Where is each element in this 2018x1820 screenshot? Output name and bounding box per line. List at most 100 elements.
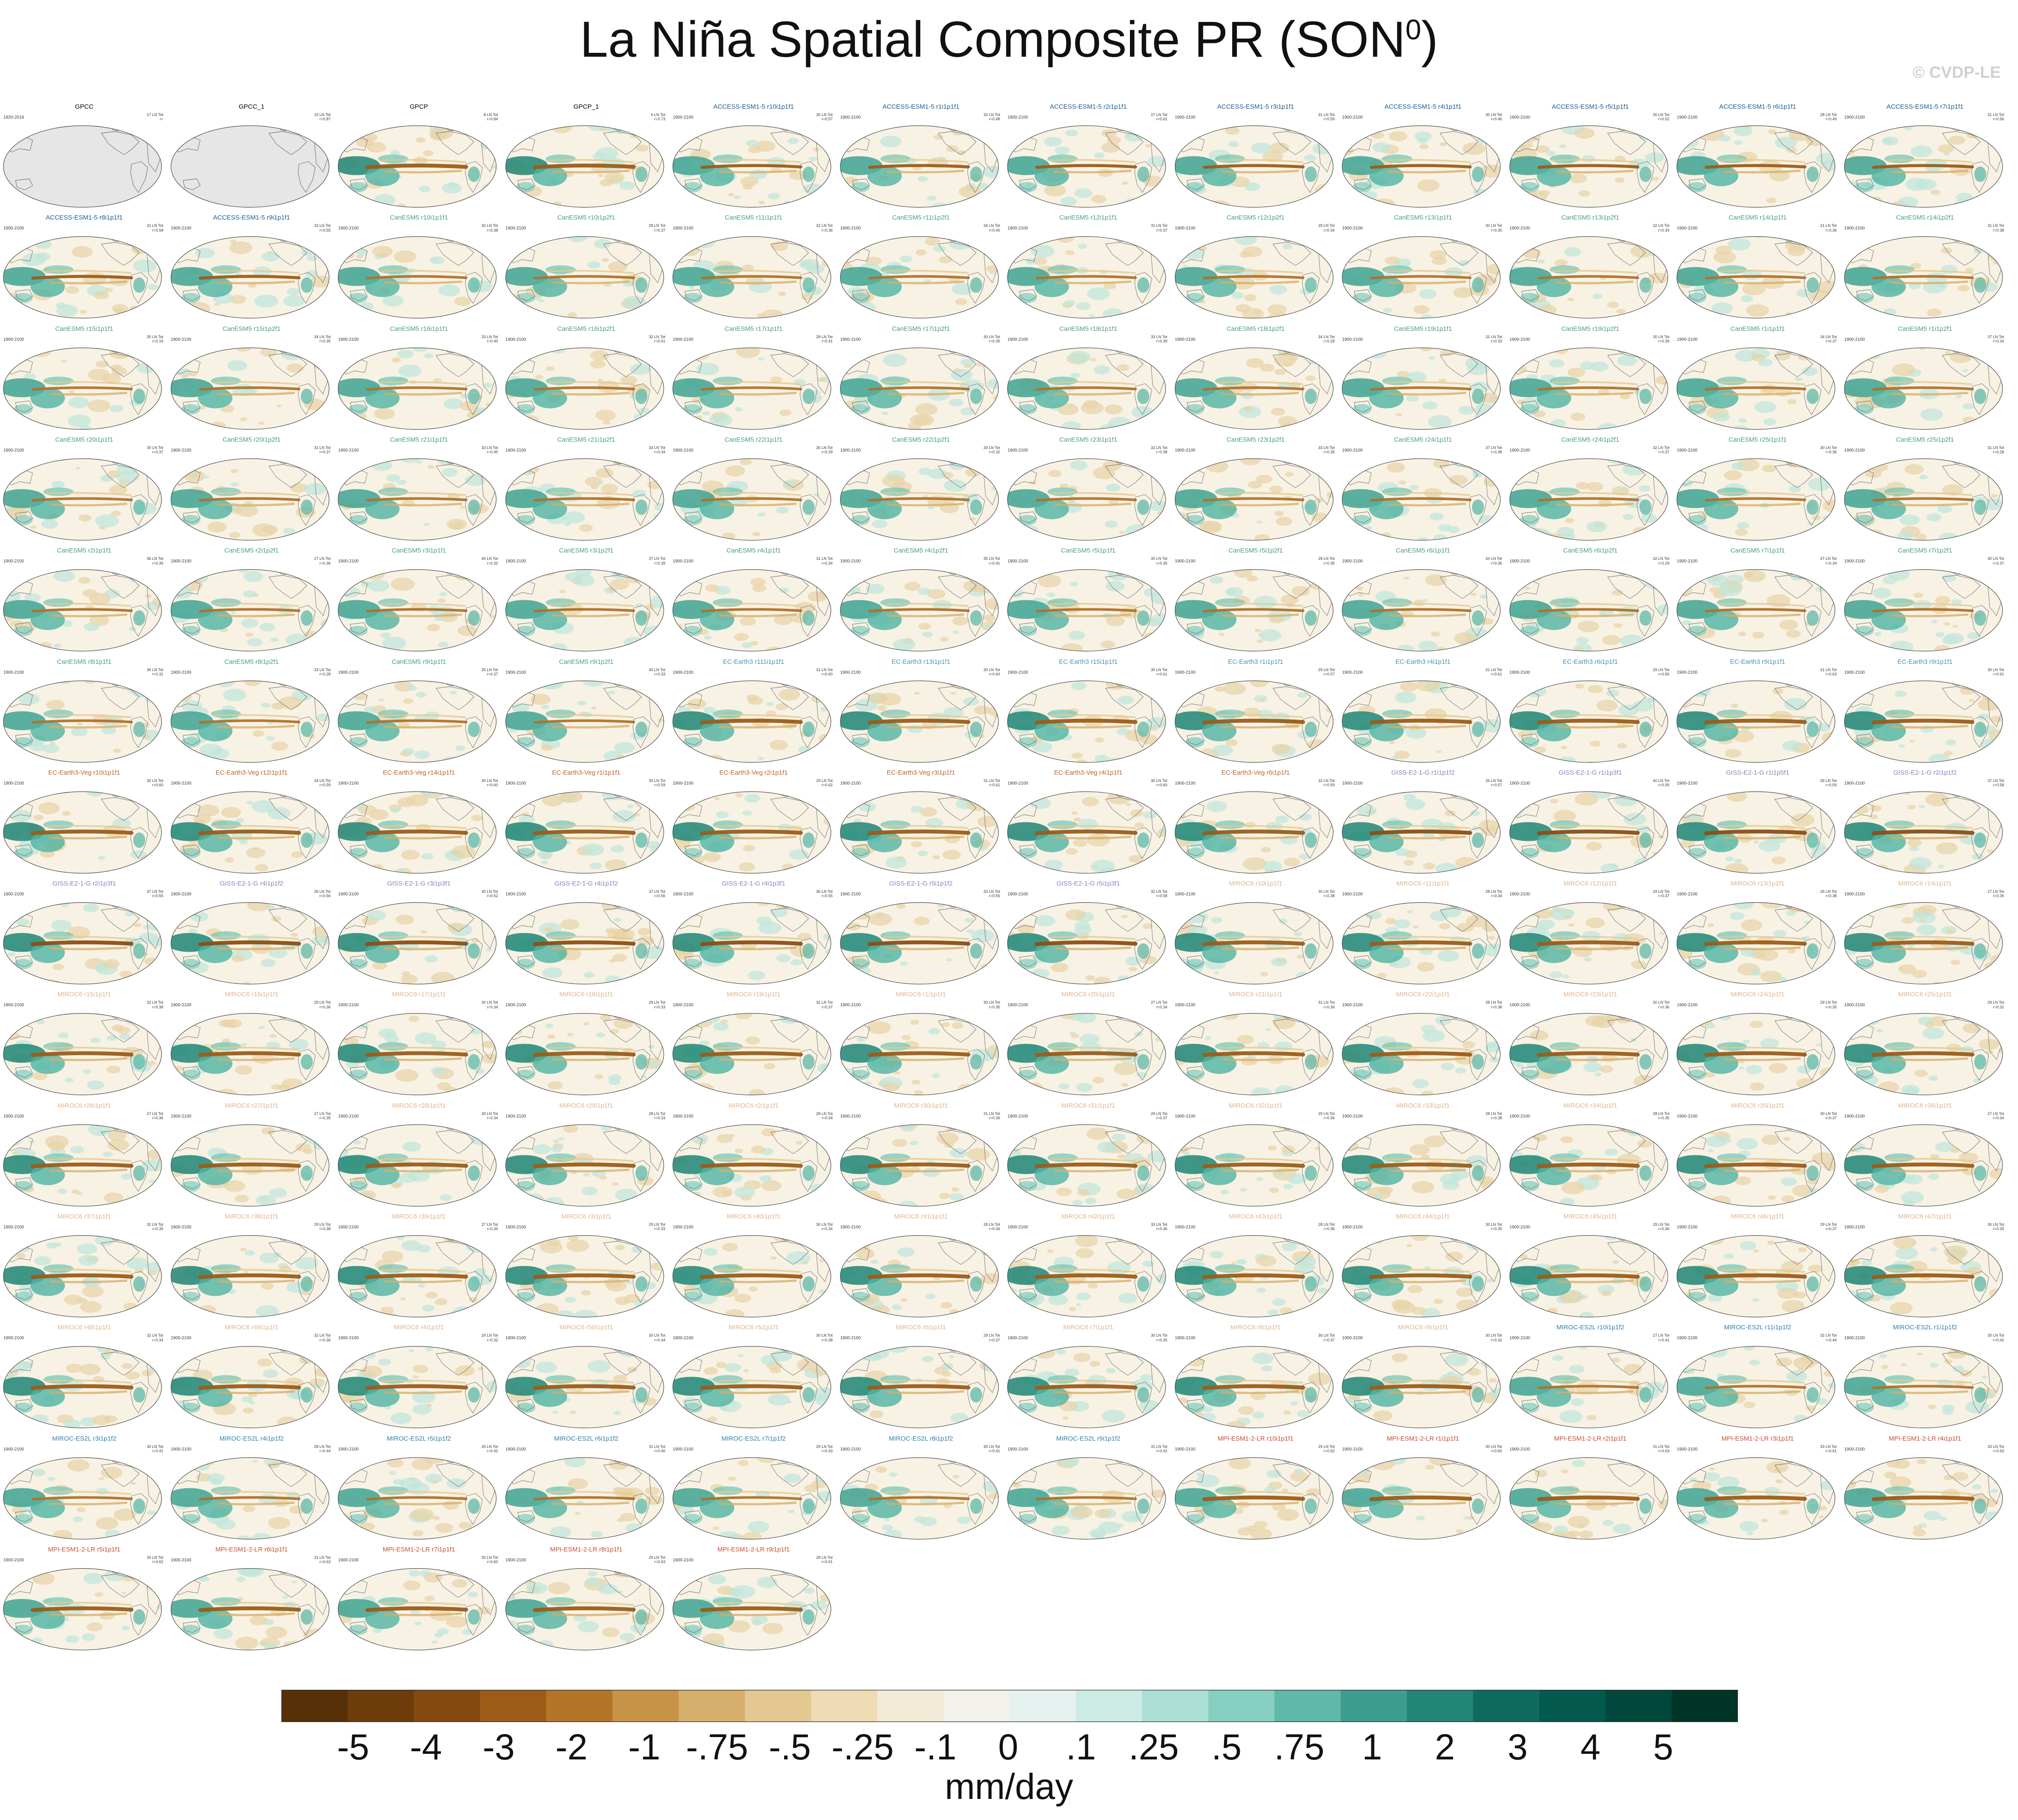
map-panel-stat-line: r=0.42 (487, 1448, 498, 1453)
map-panel: CanESM5 r16i1p1f1 1900-2100 33 LN Tot r=0.4… (337, 325, 501, 431)
map-panel-years: 1900-2100 (1844, 115, 1865, 120)
map-panel: MIROC6 r45i1p1f1 1900-2100 29 LN Tot r=0.36 (1509, 1213, 1672, 1318)
map-panel-years: 1900-2100 (1007, 226, 1028, 231)
map-panel: CanESM5 r7i1p2f1 1900-2100 30 LN Tot r=0.37 (1844, 547, 2007, 652)
map-panel-stat-line: r=0.33 (654, 1227, 666, 1231)
map-panel: CanESM5 r13i1p1f1 1900-2100 30 LN Tot r=0.3… (1341, 214, 1505, 319)
map-panel-stat-line: r=0.48 (989, 117, 1000, 122)
map-anomaly-field (505, 236, 664, 319)
map-panel-stat-line: r=0.55 (319, 228, 331, 232)
map-panel-stat-line: 32 LN Tot (147, 1000, 163, 1005)
map-panel: MIROC6 r47i1p1f1 1900-2100 30 LN Tot r=0.35 (1844, 1213, 2007, 1318)
map-panel: MIROC6 r9i1p1f1 1900-2100 30 LN Tot r=0.32 (1341, 1324, 1505, 1429)
map-panel-stat-line: 29 LN Tot (983, 1333, 1000, 1338)
map-panel-stat-line: 28 LN Tot (816, 1111, 833, 1116)
map-panel-stats: 28 LN Tot r=0.49 (1820, 113, 1837, 122)
map-panel-stat-line: r=0.61 (1491, 672, 1502, 676)
map-panel-stat-line: 37 LN Tot (1820, 556, 1837, 561)
map-panel-years: 1900-2100 (3, 559, 24, 564)
map-panel: CanESM5 r16i1p2f1 1900-2100 32 LN Tot r=0.4… (505, 325, 668, 431)
map-panel-stat-line: 30 LN Tot (816, 1222, 833, 1227)
map-anomaly-field (1174, 680, 1334, 763)
map-anomaly-field (672, 347, 831, 430)
map-panel-title: CanESM5 r3i1p1f1 (391, 547, 446, 555)
map-panel-years: 1900-2100 (673, 1557, 693, 1563)
map-panel-stat-line: r=0.35 (1993, 1227, 2004, 1231)
map-panel-stat-line: r=0.34 (654, 1338, 666, 1342)
map-panel-stats: 28 LN Tot r=0.41 (816, 335, 833, 344)
map-panel: EC-Earth3 r9i1p1f1 1900-2100 31 LN Tot r=0.… (1676, 658, 1839, 763)
map-panel-stat-line: r=0.38 (1993, 228, 2004, 232)
map-panel-title: EC-Earth3-Veg r1i1p1f1 (552, 769, 621, 776)
map-panel: CanESM5 r5i1p1f1 1900-2100 30 LN Tot r=0.35 (1007, 547, 1170, 652)
map-panel-title: CanESM5 r1i1p2f1 (1898, 325, 1952, 333)
map-panel: CanESM5 r18i1p2f1 1900-2100 34 LN Tot r=0.2… (1174, 325, 1337, 431)
map-panel: MIROC6 r34i1p1f1 1900-2100 28 LN Tot r=0.35 (1509, 1102, 1672, 1207)
map-anomaly-field (840, 347, 999, 430)
map-anomaly-field (1676, 347, 1835, 430)
map-panel-stats: 37 LN Tot r=0.34 (1987, 335, 2004, 344)
map-panel-years: 1900-2100 (3, 1336, 24, 1341)
map-anomaly-field (170, 458, 330, 541)
map-anomaly-field (1007, 1457, 1166, 1539)
map-panel-title: MIROC6 r10i1p1f1 (1228, 880, 1283, 888)
map-panel-years: 1900-2100 (1844, 559, 1865, 564)
map-panel-title: GPCP (409, 103, 428, 110)
map-panel-stats: 29 LN Tot r=0.37 (1820, 1222, 1837, 1231)
map-panel-stat-line: r=0.37 (654, 228, 666, 232)
map-panel-years: 1900-2100 (1175, 892, 1196, 897)
map-panel-title: CanESM5 r12i1p2f1 (1226, 214, 1285, 222)
map-panel-stats: 31 LN Tot r=0.60 (816, 668, 833, 677)
map-anomaly-field (1676, 902, 1835, 985)
map-panel-stat-line: 32 LN Tot (649, 334, 666, 339)
map-anomaly-field (1509, 1235, 1668, 1318)
map-panel-stats: 32 LN Tot r=0.29 (1653, 556, 1669, 565)
map-panel-stat-line: r=0.59 (654, 783, 666, 788)
map-panel-years: 1900-2100 (673, 115, 693, 120)
map-panel-title: MIROC6 r39i1p1f1 (392, 1213, 446, 1220)
map-panel-stat-line: 29 LN Tot (649, 1222, 666, 1227)
map-anomaly-field (1007, 791, 1166, 873)
map-panel-years: 1900-2100 (1342, 892, 1363, 897)
map-panel-stat-line: r=0.34 (1491, 894, 1502, 898)
map-panel-title: CanESM5 r25i1p2f1 (1896, 436, 1954, 443)
map-panel-stats: 31 LN Tot r=0.36 (983, 1112, 1000, 1121)
map-panel-stat-line: 40 LN Tot (481, 556, 498, 561)
colorbar-units: mm/day (945, 1766, 1073, 1807)
map-panel: CanESM5 r3i1p1f1 1900-2100 40 LN Tot r=0.32 (337, 547, 501, 652)
map-panel-years: 1900-2100 (840, 670, 861, 675)
map-panel-stat-line: r=0.36 (319, 561, 331, 565)
map-panel: MIROC-ES2L r11i1p1f2 1900-2100 32 LN Tot r=… (1676, 1324, 1839, 1429)
map-panel: CanESM5 r17i1p1f1 1900-2100 28 LN Tot r=0.4… (672, 325, 835, 431)
map-panel-stats: 32 LN Tot r=0.36 (314, 1333, 330, 1342)
map-panel-title: CanESM5 r15i1p1f1 (55, 325, 113, 333)
map-panel-stats: 31 LN Tot r=0.40 (649, 1444, 665, 1454)
map-panel: CanESM5 r15i1p1f1 1900-2100 30 LN Tot r=0.3… (3, 325, 166, 431)
map-panel-stat-line: r=0.37 (1993, 561, 2004, 565)
map-panel-title: CanESM5 r13i1p2f1 (1561, 214, 1620, 222)
map-panel-stats: 36 LN Tot r=0.55 (816, 889, 833, 898)
map-panel-stat-line: 32 LN Tot (1653, 445, 1670, 450)
map-panel-stat-line: 30 LN Tot (481, 1444, 498, 1449)
map-panel-stat-line: 37 LN Tot (1485, 445, 1502, 450)
map-panel-years: 1900-2100 (1342, 448, 1363, 453)
map-panel-stat-line: 31 LN Tot (1987, 113, 2004, 117)
map-anomaly-field (1844, 902, 2003, 985)
map-panel-title: CanESM5 r4i1p1f1 (726, 547, 781, 555)
map-panel-stats: 30 LN Tot r=0.35 (983, 1000, 1000, 1009)
map-panel-title: ACCESS-ESM1-5 r2i1p1f1 (1050, 103, 1127, 110)
map-panel-stat-line: 27 LN Tot (1151, 113, 1167, 117)
map-panel-stats: 29 LN Tot r=0.35 (1820, 1000, 1837, 1009)
map-panel-stat-line: r=0.36 (152, 1116, 163, 1121)
map-panel-title: MPI-ESM1-2-LR r3i1p1f1 (1721, 1435, 1794, 1442)
colorbar-swatch (811, 1690, 878, 1722)
map-panel: ACCESS-ESM1-5 r10i1p1f1 1900-2100 26 LN To… (672, 103, 835, 208)
map-panel: GPCP_1 6 LN Tot r=0.73 (505, 103, 668, 208)
map-panel-years: 1900-2100 (1342, 337, 1363, 342)
map-panel: CanESM5 r8i1p1f1 1900-2100 36 LN Tot r=0.31 (3, 658, 166, 763)
map-panel-stat-line: r=0.41 (152, 1448, 163, 1453)
map-panel-stat-line: 34 LN Tot (983, 223, 1000, 228)
map-panel-stats: 30 LN Tot r=0.35 (983, 335, 1000, 344)
map-panel-stat-line: 31 LN Tot (314, 445, 331, 450)
map-panel-stats: 31 LN Tot r=0.38 (1987, 223, 2004, 232)
